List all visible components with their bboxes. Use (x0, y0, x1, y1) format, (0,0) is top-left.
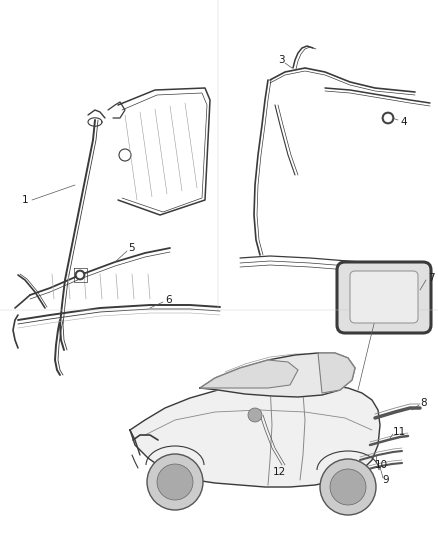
Circle shape (320, 459, 376, 515)
FancyBboxPatch shape (337, 262, 431, 333)
Circle shape (248, 408, 262, 422)
Circle shape (77, 272, 83, 278)
Text: 12: 12 (273, 467, 286, 477)
Polygon shape (318, 353, 355, 393)
Text: 11: 11 (393, 427, 406, 437)
Text: 5: 5 (128, 243, 134, 253)
Polygon shape (200, 353, 355, 397)
FancyBboxPatch shape (350, 271, 418, 323)
Text: 7: 7 (428, 273, 434, 283)
Text: 3: 3 (278, 55, 285, 65)
Text: 1: 1 (22, 195, 28, 205)
Polygon shape (200, 360, 298, 388)
Circle shape (330, 469, 366, 505)
Circle shape (75, 270, 85, 280)
Circle shape (147, 454, 203, 510)
Polygon shape (130, 383, 380, 487)
Text: 4: 4 (400, 117, 406, 127)
Text: 6: 6 (165, 295, 172, 305)
Text: 10: 10 (375, 460, 388, 470)
Text: 8: 8 (420, 398, 427, 408)
Text: 9: 9 (382, 475, 389, 485)
Circle shape (384, 114, 392, 122)
Circle shape (157, 464, 193, 500)
Circle shape (382, 112, 394, 124)
